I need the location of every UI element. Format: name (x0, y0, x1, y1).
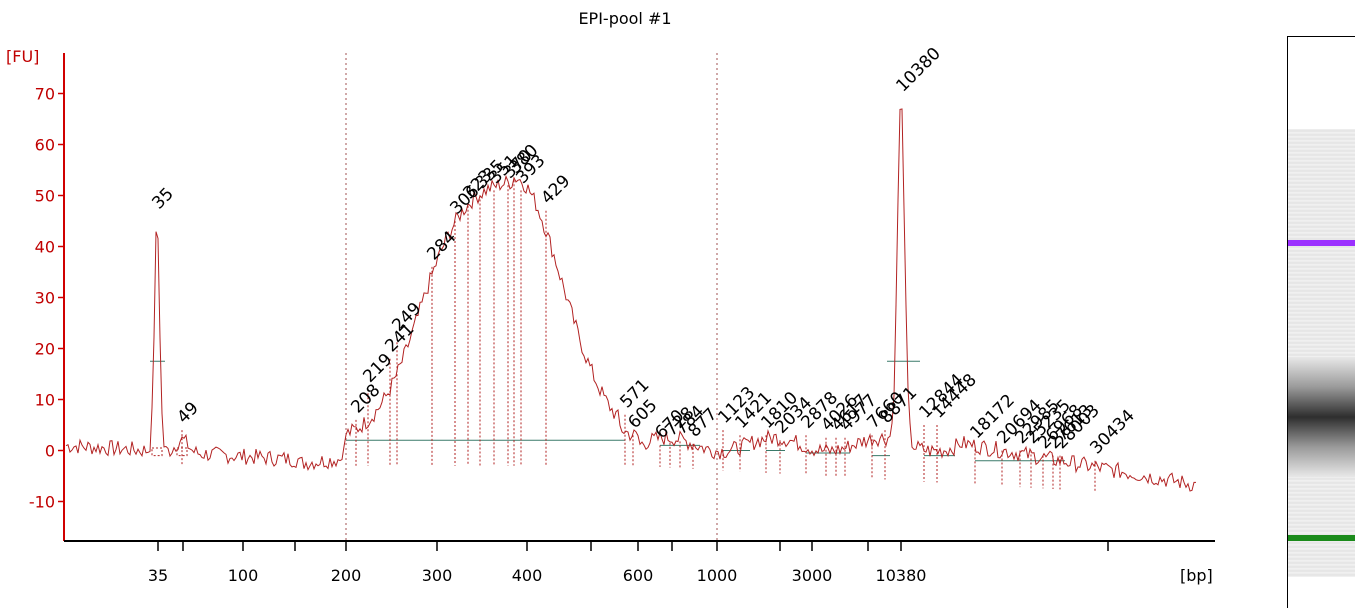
trace-line (65, 108, 1196, 492)
signal-trace (65, 108, 1196, 492)
gel-background (1288, 129, 1355, 577)
y-tick-label: 30 (35, 289, 55, 308)
x-tick-label: 3000 (792, 566, 833, 585)
y-tick-label: 20 (35, 340, 55, 359)
y-axis-label: [FU] (6, 47, 39, 66)
x-tick-label: 1000 (697, 566, 738, 585)
y-tick-label: 50 (35, 187, 55, 206)
smear-band (1288, 357, 1355, 477)
x-tick-label: 35 (148, 566, 168, 585)
peak-label: 208 (347, 380, 384, 417)
peak-label: 10380 (892, 44, 944, 96)
lower-marker-band (1288, 535, 1355, 541)
x-tick-label: 600 (623, 566, 654, 585)
y-tick-label: 0 (45, 442, 55, 461)
x-tick-label: 100 (228, 566, 259, 585)
upper-marker-band (1288, 240, 1355, 246)
electropherogram: EPI-pool #1 [FU] [bp] -10 0 10 20 30 40 50 60 70… (6, 9, 1215, 585)
x-tick-label: 10380 (876, 566, 927, 585)
peak-label: 35 (148, 184, 177, 213)
x-tick-label: 300 (422, 566, 453, 585)
marker-box (176, 447, 188, 457)
y-tick-label: -10 (29, 493, 55, 512)
x-tick-label: 400 (512, 566, 543, 585)
x-axis-unit: [bp] (1180, 566, 1213, 585)
y-tick-label: 40 (35, 238, 55, 257)
peak-label: 49 (173, 398, 202, 427)
gel-lane (1287, 36, 1355, 608)
y-tick-label: 60 (35, 136, 55, 155)
y-tick-label: 70 (35, 85, 55, 104)
dotted-reference-lines (345, 53, 718, 541)
peak-drop-lines (151, 180, 1096, 492)
chart-title: EPI-pool #1 (578, 9, 671, 28)
peak-label: 429 (537, 171, 574, 208)
peak-label: 219 (359, 350, 396, 387)
y-tick-label: 10 (35, 391, 55, 410)
x-tick-label: 200 (331, 566, 362, 585)
y-axis: -10 0 10 20 30 40 50 60 70 (29, 53, 65, 541)
marker-box (151, 447, 163, 457)
x-axis: 35 100 200 300 400 600 1000 3000 10380 (64, 540, 1215, 585)
